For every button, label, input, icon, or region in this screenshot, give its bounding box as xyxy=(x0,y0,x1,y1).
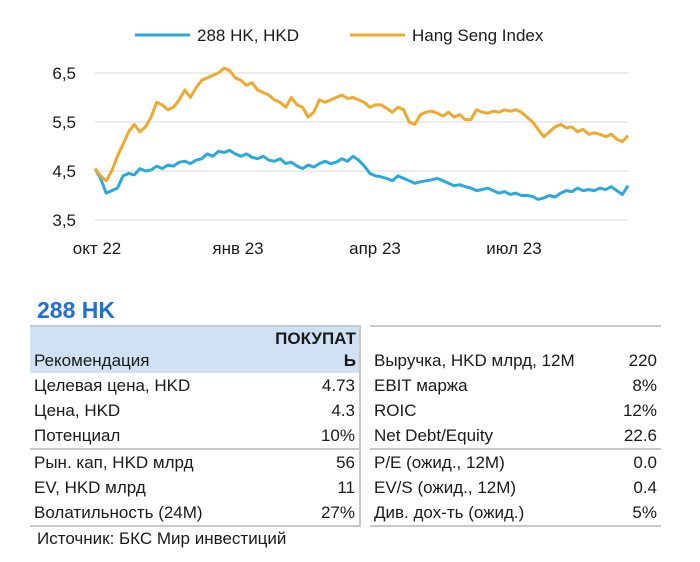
table-row: EV, HKD млрд 11 EV/S (ожид., 12M) 0.4 xyxy=(30,475,661,500)
legend-label-288hk: 288 HK, HKD xyxy=(197,26,299,45)
table-row: Волатильность (24M) 27% Див. дох-ть (ожи… xyxy=(30,500,661,527)
value-target-price: 4.73 xyxy=(266,373,361,398)
value-market-cap: 56 xyxy=(266,448,361,475)
value-recommendation: ПОКУПАТЬ xyxy=(266,325,361,373)
stock-title: 288 HK xyxy=(37,297,115,323)
gridlines xyxy=(95,72,628,221)
value-ev: 11 xyxy=(266,475,361,500)
value-revenue: 220 xyxy=(600,325,661,373)
x-tick-label: июл 23 xyxy=(486,239,541,258)
value-pe: 0.0 xyxy=(600,448,661,475)
value-roic: 12% xyxy=(622,400,657,420)
legend: 288 HK, HKD Hang Seng Index xyxy=(135,26,544,45)
table-row: Целевая цена, HKD 4.73 EBIT маржа 8% xyxy=(30,373,661,398)
table-row: Рын. кап, HKD млрд 56 P/E (ожид., 12M) 0… xyxy=(30,448,661,475)
x-axis-tick-labels: окт 22 янв 23 апр 23 июл 23 xyxy=(73,239,542,258)
y-tick-label: 4,5 xyxy=(52,162,76,181)
y-axis-tick-labels: 6,5 5,5 4,5 3,5 xyxy=(52,64,76,230)
value-volatility: 27% xyxy=(266,500,361,527)
value-ebit-margin: 8% xyxy=(632,375,657,395)
value-potential: 10% xyxy=(266,423,361,449)
x-tick-label: окт 22 xyxy=(73,239,122,258)
label-dividend-yield: Див. дох-ть (ожид.) xyxy=(370,500,600,527)
label-net-debt-equity: Net Debt/Equity xyxy=(374,425,494,445)
price-chart: 6,5 5,5 4,5 3,5 окт 22 янв 23 апр 23 июл 23 28… xyxy=(52,26,630,258)
label-revenue: Выручка, HKD млрд, 12M xyxy=(370,325,600,373)
legend-label-hang-seng: Hang Seng Index xyxy=(412,26,544,45)
label-target-price: Целевая цена, HKD xyxy=(34,375,191,395)
value-dividend-yield: 5% xyxy=(600,500,661,527)
label-ev-s: EV/S (ожид., 12M) xyxy=(374,477,517,497)
source-note: Источник: БКС Мир инвестиций xyxy=(37,529,287,548)
label-potential: Потенциал xyxy=(34,425,121,445)
label-market-cap: Рын. кап, HKD млрд xyxy=(30,448,266,475)
label-roic: ROIC xyxy=(374,400,417,420)
y-tick-label: 6,5 xyxy=(52,64,76,83)
label-ev: EV, HKD млрд xyxy=(34,477,146,497)
y-tick-label: 5,5 xyxy=(52,113,76,132)
table-row: Потенциал 10% Net Debt/Equity 22.6 xyxy=(30,423,661,449)
series-lines xyxy=(93,66,630,201)
table-row: Рекомендация ПОКУПАТЬ Выручка, HKD млрд,… xyxy=(30,325,661,373)
series-line-hang-seng xyxy=(93,66,630,183)
x-tick-label: янв 23 xyxy=(212,239,263,258)
label-volatility: Волатильность (24M) xyxy=(30,500,266,527)
x-tick-label: апр 23 xyxy=(349,239,401,258)
label-pe: P/E (ожид., 12M) xyxy=(370,448,600,475)
label-ebit-margin: EBIT маржа xyxy=(374,375,468,395)
series-line-288hk xyxy=(93,148,630,201)
value-price: 4.3 xyxy=(266,398,361,423)
label-recommendation: Рекомендация xyxy=(30,325,266,373)
value-net-debt-equity: 22.6 xyxy=(623,425,657,445)
metrics-table: Рекомендация ПОКУПАТЬ Выручка, HKD млрд,… xyxy=(30,325,661,527)
y-tick-label: 3,5 xyxy=(52,211,76,230)
table-row: Цена, HKD 4.3 ROIC 12% xyxy=(30,398,661,423)
value-ev-s: 0.4 xyxy=(633,477,657,497)
label-price: Цена, HKD xyxy=(34,400,121,420)
